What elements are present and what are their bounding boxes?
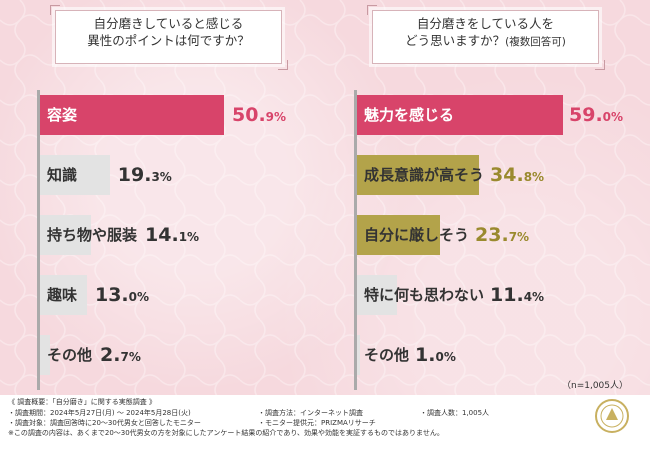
bar-value-label: 59.0% bbox=[569, 95, 623, 137]
footer-period: ・調査期間：2024年5月27日(月) ～ 2024年5月28日(火) bbox=[8, 409, 191, 417]
footer-method: ・調査方法：インターネット調査 bbox=[258, 409, 363, 417]
footer-count: ・調査人数：1,005人 bbox=[420, 409, 490, 417]
value-integer: 1. bbox=[415, 344, 436, 366]
value-decimal: 7% bbox=[120, 350, 141, 364]
right-title-line-2: どう思いますか？ bbox=[405, 33, 506, 48]
value-integer: 14. bbox=[145, 224, 179, 246]
bar bbox=[357, 335, 361, 375]
left-title-corner-tl bbox=[50, 5, 60, 15]
bar-category-label: 特に何も思わない bbox=[364, 286, 485, 304]
bar-value-label: 11.4% bbox=[490, 275, 544, 317]
bar-category-label: 趣味 bbox=[47, 286, 78, 304]
value-decimal: 4% bbox=[523, 290, 545, 304]
value-integer: 2. bbox=[100, 344, 121, 366]
bar-value-label: 50.9% bbox=[232, 95, 286, 137]
value-decimal: 0% bbox=[435, 350, 456, 364]
bar-category-label: 自分に厳しそう bbox=[364, 226, 470, 244]
left-title-line-2: 異性のポイントは何ですか？ bbox=[87, 33, 250, 48]
chart-axis-line bbox=[37, 90, 40, 390]
bar bbox=[40, 155, 110, 195]
value-integer: 59. bbox=[569, 104, 603, 126]
value-integer: 19. bbox=[117, 164, 152, 186]
value-decimal: 3% bbox=[151, 170, 172, 184]
background-pattern bbox=[0, 0, 650, 395]
left-chart-title: 自分磨きしていると感じる 異性のポイントは何ですか？ bbox=[55, 10, 282, 64]
right-chart-title: 自分磨きをしている人を どう思いますか？(複数回答可) bbox=[372, 10, 599, 64]
bar-category-label: その他 bbox=[47, 346, 93, 364]
right-title-line-1: 自分磨きをしている人を bbox=[416, 16, 555, 31]
sample-size-note: （n=1,005人） bbox=[561, 381, 628, 391]
value-integer: 13. bbox=[94, 284, 129, 306]
bar bbox=[357, 215, 440, 255]
left-title-line-1: 自分磨きしていると感じる bbox=[93, 16, 244, 31]
bar bbox=[357, 275, 397, 315]
value-integer: 23. bbox=[475, 224, 509, 246]
left-title-corner-br bbox=[278, 60, 288, 70]
value-decimal: 1% bbox=[178, 230, 200, 244]
value-decimal: 8% bbox=[523, 170, 545, 184]
value-decimal: 7% bbox=[508, 230, 530, 244]
survey-footer: 《 調査概要：「自分磨き」に関する実態調査 》 ・調査期間：2024年5月27日… bbox=[0, 395, 650, 450]
bar-value-label: 34.8% bbox=[490, 155, 544, 197]
bar bbox=[40, 95, 224, 135]
chart-axis-line bbox=[354, 90, 357, 390]
bar-value-label: 14.1% bbox=[145, 215, 199, 257]
footer-target: ・調査対象：調査回答時に20～30代男女と回答したモニター bbox=[8, 419, 201, 427]
bar bbox=[357, 155, 479, 195]
footer-summary: 《 調査概要：「自分磨き」に関する実態調査 》 bbox=[8, 398, 156, 406]
bar-category-label: その他 bbox=[364, 346, 410, 364]
footer-disclaimer: ※この調査の内容は、あくまで20～30代男女の方を対象にしたアンケート結果の紹介… bbox=[8, 429, 444, 437]
value-decimal: 0% bbox=[128, 290, 150, 304]
bar bbox=[40, 215, 91, 255]
seal-logo-icon bbox=[595, 399, 629, 433]
value-integer: 34. bbox=[490, 164, 524, 186]
bar-value-label: 2.7% bbox=[100, 335, 141, 377]
bar-value-label: 19.3% bbox=[118, 155, 172, 197]
bar-value-label: 1.0% bbox=[415, 335, 456, 377]
value-integer: 50. bbox=[232, 104, 266, 126]
value-integer: 11. bbox=[490, 284, 524, 306]
bar-category-label: 魅力を感じる bbox=[364, 106, 455, 124]
bar-category-label: 持ち物や服装 bbox=[47, 226, 138, 244]
bar-value-label: 23.7% bbox=[475, 215, 529, 257]
value-decimal: 9% bbox=[265, 110, 287, 124]
bar bbox=[40, 335, 50, 375]
footer-provider: ・モニター提供元：PRIZMAリサーチ bbox=[258, 419, 376, 427]
bar bbox=[40, 275, 87, 315]
value-decimal: 0% bbox=[602, 110, 624, 124]
bar-category-label: 容姿 bbox=[47, 106, 78, 124]
right-title-corner-tl bbox=[367, 5, 377, 15]
bar-category-label: 知識 bbox=[47, 166, 78, 184]
bar-value-label: 13.0% bbox=[95, 275, 149, 317]
right-title-corner-br bbox=[595, 60, 605, 70]
right-title-suffix: (複数回答可) bbox=[505, 36, 566, 48]
bar-category-label: 成長意識が高そう bbox=[364, 166, 485, 184]
bar bbox=[357, 95, 563, 135]
